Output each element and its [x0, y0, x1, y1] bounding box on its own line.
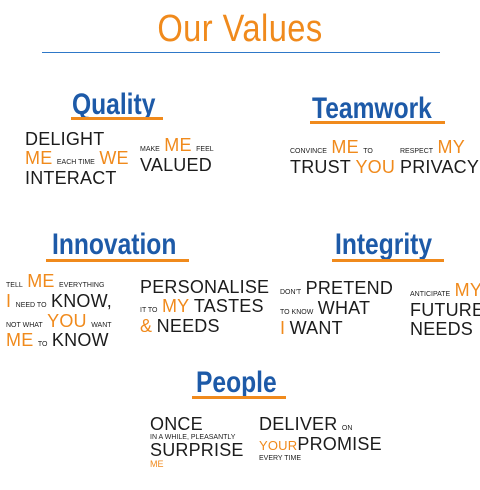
- innovation-underline: [46, 259, 189, 262]
- innovation-statement-2: PERSONALISE IT TO MY TASTES & NEEDS: [140, 277, 270, 336]
- innovation-statement-1: TELL ME EVERYTHING I NEED TO KNOW, NOT W…: [6, 271, 112, 351]
- quality-statement-1: DELIGHT ME EACH TIME WE INTERACT: [25, 129, 129, 188]
- people-statement-1: ONCE IN A WHILE, PLEASANTLY SURPRISE ME: [150, 414, 244, 470]
- integrity-statement-1: DON'T PRETEND TO KNOW WHAT I WANT: [280, 278, 394, 338]
- integrity-underline: [332, 259, 444, 262]
- title-divider: [42, 52, 440, 53]
- teamwork-statement-1: CONVINCE ME TO TRUST YOU: [290, 137, 396, 177]
- teamwork-underline: [310, 121, 445, 124]
- integrity-statement-2: ANTICIPATE MY FUTURE NEEDS: [410, 280, 480, 339]
- teamwork-statement-2: RESPECT MY PRIVACY: [400, 137, 480, 177]
- people-heading: People: [196, 366, 277, 399]
- quality-underline: [71, 117, 163, 120]
- page-title: Our Values: [157, 8, 323, 50]
- quality-heading: Quality: [72, 88, 156, 121]
- integrity-heading: Integrity: [335, 228, 433, 261]
- quality-statement-2: MAKE ME FEEL VALUED: [140, 135, 214, 175]
- people-underline: [192, 396, 286, 399]
- innovation-heading: Innovation: [52, 228, 177, 261]
- teamwork-heading: Teamwork: [312, 92, 432, 125]
- people-statement-2: DELIVER ON YOURPROMISE EVERY TIME: [259, 414, 382, 462]
